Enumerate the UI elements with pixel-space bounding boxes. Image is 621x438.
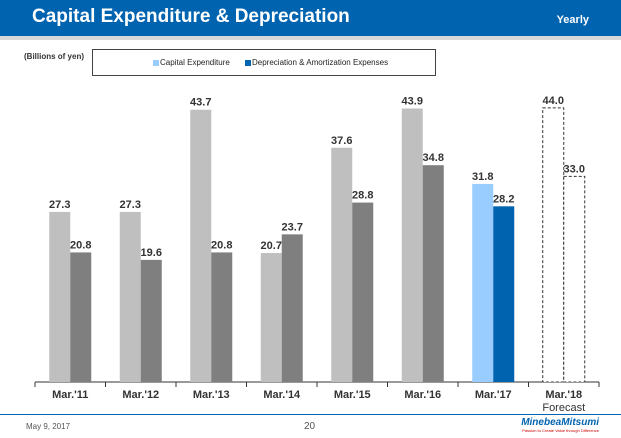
logo-tagline: Passion to Create Value through Differen… (522, 428, 599, 433)
data-label: 19.6 (141, 247, 162, 259)
capex-bar (49, 211, 71, 382)
capex-bar (542, 107, 565, 383)
data-label: 28.2 (493, 193, 514, 205)
depreciation-bar (70, 252, 92, 382)
capex-bar (119, 211, 141, 382)
depreciation-bar (493, 206, 515, 382)
data-label: 33.0 (564, 163, 585, 175)
data-label: 23.7 (282, 221, 303, 233)
period-label: Yearly (556, 14, 589, 26)
data-label: 43.9 (402, 96, 423, 108)
data-label: 43.7 (190, 97, 211, 109)
legend-capex: Capital Expenditure (153, 58, 230, 67)
page-title: Capital Expenditure & Depreciation (32, 6, 350, 27)
depreciation-bar (140, 259, 162, 382)
page-number: 20 (304, 421, 316, 432)
legend-swatch (245, 59, 251, 66)
divider (0, 36, 621, 40)
category-label: Mar.'15 (334, 389, 371, 401)
data-label: 27.3 (49, 199, 70, 211)
footer-date: May 9, 2017 (26, 422, 71, 431)
category-label: Mar.'16 (404, 389, 441, 401)
footer-line (0, 414, 621, 415)
data-label: 44.0 (543, 95, 564, 107)
capex-bar (401, 108, 423, 383)
depreciation-bar (211, 252, 233, 382)
logo-text: MinebeaMitsumi (521, 417, 599, 428)
company-logo: MinebeaMitsumi Passion to Create Value t… (425, 417, 599, 433)
category-sublabel: Forecast (542, 402, 585, 414)
data-label: 20.8 (70, 239, 91, 251)
depreciation-bar (281, 234, 303, 382)
legend-depreciation: Depreciation & Amortization Expenses (245, 58, 388, 67)
data-label: 28.8 (352, 190, 373, 202)
capex-bar (331, 147, 353, 382)
depreciation-bar (563, 175, 586, 383)
data-label: 20.8 (211, 239, 232, 251)
header-bar: Capital Expenditure & Depreciation Yearl… (0, 0, 621, 36)
legend: Capital Expenditure Depreciation & Amort… (92, 49, 436, 76)
unit-label: (Billions of yen) (24, 52, 84, 61)
capex-bar (472, 183, 494, 382)
category-label: Mar.'17 (475, 389, 512, 401)
capex-bar (190, 109, 212, 383)
category-label: Mar.'14 (263, 389, 301, 401)
depreciation-bar (352, 202, 374, 382)
data-label: 37.6 (331, 135, 352, 147)
depreciation-bar (422, 165, 444, 382)
legend-label: Capital Expenditure (160, 58, 230, 67)
data-label: 34.8 (423, 152, 444, 164)
data-label: 27.3 (120, 199, 141, 211)
category-label: Mar.'12 (122, 389, 159, 401)
data-label: 20.7 (261, 240, 282, 252)
category-label: Mar.'11 (52, 389, 88, 401)
legend-label: Depreciation & Amortization Expenses (252, 58, 389, 67)
category-label: Mar.'18 (545, 389, 582, 401)
legend-swatch (153, 59, 159, 66)
data-label: 31.8 (472, 171, 493, 183)
capex-bar (260, 253, 282, 382)
category-label: Mar.'13 (193, 389, 230, 401)
